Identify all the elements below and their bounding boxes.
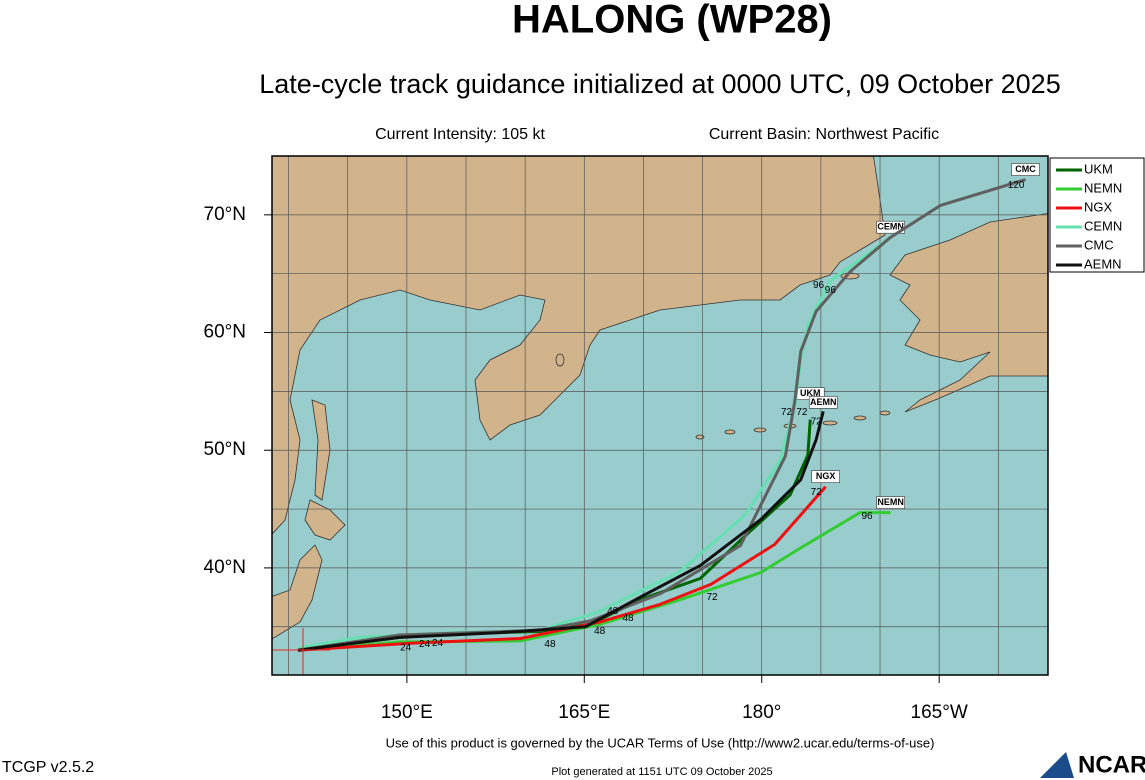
logo: NCAR <box>1078 751 1145 778</box>
legend-label: NEMN <box>1084 180 1122 195</box>
hour-label: 24 <box>400 643 412 654</box>
y-tick-label: 60°N <box>204 322 246 343</box>
axes: 150°E 165°E 180° 165°W 40°N 50°N 60°N 70°N <box>204 204 968 723</box>
track-label: NGX <box>816 471 836 481</box>
track-label-box <box>1011 163 1040 176</box>
legend-label: UKM <box>1084 161 1113 176</box>
x-tick-label: 165°E <box>558 702 610 723</box>
terms: Use of this product is governed by the U… <box>386 735 935 750</box>
asia <box>272 156 886 535</box>
track-label-box <box>808 396 838 409</box>
hour-label: 96 <box>861 511 873 522</box>
hour-label: 48 <box>544 639 556 650</box>
hour-label: 72 <box>811 417 823 428</box>
track-label-box <box>811 470 840 484</box>
hour-label: 72 <box>706 592 718 603</box>
legend-label: NGX <box>1084 199 1113 214</box>
track-label: NEMN <box>877 497 904 507</box>
legend <box>1049 157 1145 273</box>
x-tick-label: 150°E <box>381 702 433 723</box>
y-tick-label: 70°N <box>204 204 246 225</box>
x-tick-label: 165°W <box>911 702 968 723</box>
grid <box>272 156 1048 675</box>
title: HALONG (WP28) <box>512 0 832 42</box>
intensity: Current Intensity: 105 kt <box>375 126 545 143</box>
subtitle: Late-cycle track guidance initialized at… <box>259 69 1060 99</box>
generated: Plot generated at 1151 UTC 09 October 20… <box>551 766 772 778</box>
x-tick-label: 180° <box>742 702 781 723</box>
track <box>297 411 825 652</box>
map-frame <box>271 155 1049 676</box>
hour-label: 72 <box>796 407 808 418</box>
legend-label: CMC <box>1084 237 1114 252</box>
track <box>297 485 827 652</box>
hour-label: 72 <box>811 487 823 498</box>
y-tick-label: 40°N <box>204 557 246 578</box>
hour-label: 72 <box>781 407 793 418</box>
island <box>555 353 565 367</box>
legend-label: AEMN <box>1084 256 1122 271</box>
track-label: AEMN <box>810 397 837 407</box>
hour-label: 48 <box>607 606 619 617</box>
track-label-box <box>876 496 905 509</box>
hour-label: 120 <box>1008 180 1025 191</box>
track-label: CEMN <box>877 222 904 232</box>
legend-entries: UKM NEMN NGX CEMN CMC AEMN <box>1056 161 1122 271</box>
legend-label: CEMN <box>1084 218 1122 233</box>
hour-label: 48 <box>594 626 606 637</box>
hour-label: 96 <box>825 285 837 296</box>
basin: Current Basin: Northwest Pacific <box>709 126 939 143</box>
hour-label: 24 <box>432 638 444 649</box>
hour-label: 96 <box>813 280 825 291</box>
alaska <box>889 213 1048 413</box>
track-label: CMC <box>1015 164 1036 174</box>
track-label: UKM <box>800 388 821 398</box>
hokkaido <box>304 499 346 541</box>
logo-mark <box>1040 752 1074 778</box>
y-tick-label: 50°N <box>204 439 246 460</box>
hour-label: 48 <box>622 613 634 624</box>
honshu <box>272 544 323 640</box>
version: TCGP v2.5.2 <box>2 759 94 776</box>
hour-label: 24 <box>419 639 431 650</box>
